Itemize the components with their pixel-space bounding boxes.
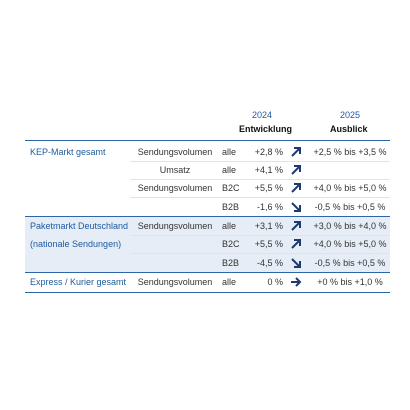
row-separator <box>130 253 390 254</box>
change-value: +5,5 % <box>254 183 283 193</box>
rule <box>25 216 390 217</box>
segment-label: KEP-Markt gesamt <box>30 147 106 157</box>
outlook-value: +2,5 % bis +3,5 % <box>313 147 387 157</box>
trend-arrow <box>291 147 301 157</box>
trend-arrow <box>291 165 301 175</box>
header-year: 2025 <box>340 110 361 120</box>
trend-arrow <box>291 277 302 287</box>
trend-arrow <box>291 183 301 193</box>
row-separator <box>130 197 390 198</box>
group-label: alle <box>222 277 237 287</box>
metric-label: Sendungsvolumen <box>137 277 213 287</box>
group-label: alle <box>222 165 237 175</box>
metric-label: Sendungsvolumen <box>137 147 213 157</box>
metric-label: Sendungsvolumen <box>137 183 213 193</box>
arrow-shape <box>291 183 301 193</box>
change-value: 0 % <box>267 277 283 287</box>
group-label: alle <box>222 221 237 231</box>
group-label: B2B <box>222 202 240 212</box>
header-year: 2024 <box>252 110 273 120</box>
arrow-shape <box>291 221 301 231</box>
arrow-shape <box>291 258 301 268</box>
change-value: -1,6 % <box>256 202 283 212</box>
change-value: -4,5 % <box>256 258 283 268</box>
change-value: +5,5 % <box>254 239 283 249</box>
outlook-value: +4,0 % bis +5,0 % <box>313 183 387 193</box>
rule <box>25 140 390 141</box>
segment-label: (nationale Sendungen) <box>30 239 122 249</box>
rule <box>25 292 390 293</box>
segment-label: Express / Kurier gesamt <box>30 277 127 287</box>
header-label: Entwicklung <box>239 124 293 134</box>
change-value: +4,1 % <box>254 165 283 175</box>
arrow-shape <box>291 202 301 212</box>
outlook-value: -0,5 % bis +0,5 % <box>314 202 386 212</box>
group-label: B2B <box>222 258 240 268</box>
arrow-shape <box>291 277 302 287</box>
header-label: Ausblick <box>330 124 368 134</box>
outlook-value: +3,0 % bis +4,0 % <box>313 221 387 231</box>
metric-label: Umsatz <box>159 165 191 175</box>
metric-label: Sendungsvolumen <box>137 221 213 231</box>
trend-arrow <box>291 221 301 231</box>
row-separator <box>130 179 390 180</box>
trend-arrow <box>291 258 301 268</box>
row-separator <box>130 161 390 162</box>
segment-label: Paketmarkt Deutschland <box>30 221 129 231</box>
arrow-shape <box>291 147 301 157</box>
outlook-value: +4,0 % bis +5,0 % <box>313 239 387 249</box>
trend-arrow <box>291 239 301 249</box>
arrow-shape <box>291 239 301 249</box>
outlook-value: +0 % bis +1,0 % <box>317 277 383 287</box>
trend-arrow <box>291 202 301 212</box>
rule <box>25 272 390 273</box>
group-label: B2C <box>222 239 240 249</box>
change-value: +2,8 % <box>254 147 283 157</box>
group-label: alle <box>222 147 237 157</box>
group-label: B2C <box>222 183 240 193</box>
change-value: +3,1 % <box>254 221 283 231</box>
arrow-shape <box>291 165 301 175</box>
row-separator <box>130 235 390 236</box>
outlook-value: -0,5 % bis +0,5 % <box>314 258 386 268</box>
shaded-section <box>25 216 390 272</box>
